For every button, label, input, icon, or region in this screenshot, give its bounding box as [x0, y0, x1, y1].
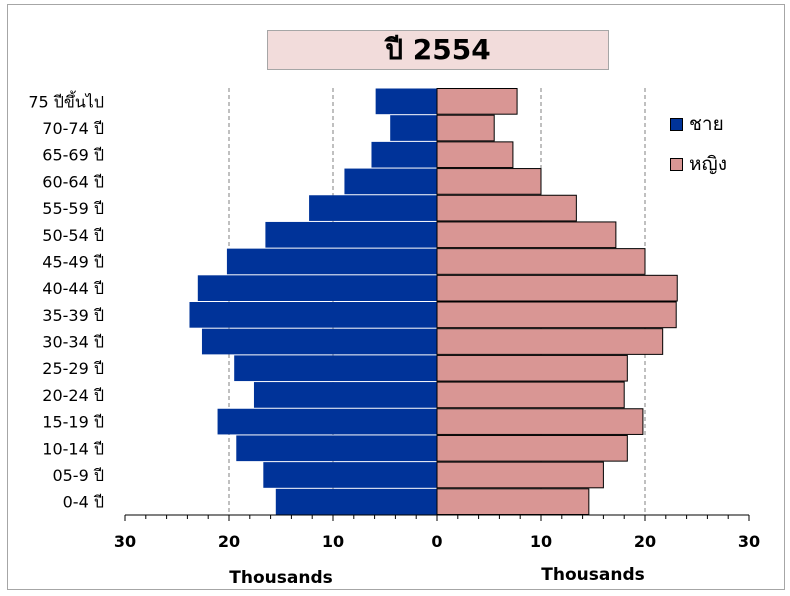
- bar-female: [436, 301, 677, 329]
- y-tick-label: 40-44 ปี: [42, 279, 104, 298]
- legend-item-male: ชาย: [670, 113, 727, 135]
- bar-male: [217, 408, 437, 435]
- y-tick-label: 60-64 ปี: [42, 172, 104, 191]
- bar-female: [436, 114, 495, 142]
- bar-female: [436, 274, 678, 302]
- x-tick-label: 0: [431, 532, 442, 551]
- bar-male: [275, 488, 437, 515]
- x-axis-label-left: Thousands: [229, 568, 332, 588]
- bar-female: [436, 248, 646, 275]
- bar-male: [344, 168, 437, 195]
- y-tick-label: 25-29 ปี: [42, 359, 104, 378]
- bars: [189, 88, 678, 515]
- bar-male: [263, 462, 437, 488]
- x-tick-label: 30: [738, 532, 760, 551]
- chart-title: ปี 2554: [267, 30, 609, 70]
- y-tick-label: 35-39 ปี: [42, 306, 104, 325]
- x-tick-label: 20: [218, 532, 240, 551]
- bar-male: [234, 355, 437, 382]
- x-tick-label: 10: [322, 532, 344, 551]
- y-tick-label: 55-59 ปี: [42, 199, 104, 218]
- legend-swatch-male: [670, 117, 683, 131]
- bar-female: [436, 194, 577, 222]
- bar-male: [371, 141, 437, 168]
- y-tick-labels: 0-4 ปี 05-9 ปี 10-14 ปี 15-19 ปี 20-24 ปี 25-…: [28, 90, 104, 511]
- bar-female: [436, 408, 644, 435]
- bar-female: [436, 434, 628, 462]
- y-tick-label: 45-49 ปี: [42, 252, 104, 271]
- legend-label-female: หญิง: [689, 153, 727, 175]
- bar-male: [226, 248, 437, 275]
- x-axis-label-right: Thousands: [541, 565, 644, 585]
- bar-female: [436, 328, 664, 355]
- bar-female: [436, 354, 628, 382]
- bar-male: [390, 115, 437, 141]
- bar-female: [436, 141, 514, 169]
- bar-female: [436, 88, 518, 115]
- y-tick-label: 50-54 ปี: [42, 226, 104, 245]
- y-tick-label: 30-34 ปี: [42, 333, 104, 352]
- x-tick-label: 20: [634, 532, 656, 551]
- legend-item-female: หญิง: [670, 153, 727, 175]
- legend-swatch-female: [670, 157, 683, 171]
- y-tick-label: 15-19 ปี: [42, 413, 104, 432]
- chart-title-text: ปี 2554: [385, 33, 491, 66]
- bar-male: [189, 302, 437, 328]
- y-tick-label: 75 ปีขึ้นไป: [28, 90, 104, 111]
- bar-male: [375, 88, 437, 115]
- bar-male: [309, 195, 437, 221]
- bar-female: [436, 488, 590, 515]
- legend-label-male: ชาย: [689, 113, 724, 135]
- x-tick-label: 30: [114, 532, 136, 551]
- y-tick-label: 20-24 ปี: [42, 386, 104, 405]
- bar-male: [265, 221, 437, 248]
- bar-male: [201, 328, 437, 355]
- legend: ชาย หญิง: [670, 113, 727, 194]
- x-tick-label: 10: [530, 532, 552, 551]
- bar-male: [253, 382, 437, 408]
- bar-male: [236, 435, 437, 462]
- bar-male: [197, 275, 437, 301]
- bar-female: [436, 221, 617, 249]
- y-tick-label: 70-74 ปี: [42, 119, 104, 138]
- bar-female: [436, 381, 625, 409]
- x-axis: 30 20 10 0 10 20 30: [114, 514, 760, 551]
- bar-female: [436, 461, 604, 489]
- y-tick-label: 0-4 ปี: [63, 493, 104, 512]
- bar-female: [436, 168, 542, 195]
- y-tick-label: 10-14 ปี: [42, 439, 104, 458]
- y-tick-label: 05-9 ปี: [52, 466, 104, 485]
- y-tick-label: 65-69 ปี: [42, 146, 104, 165]
